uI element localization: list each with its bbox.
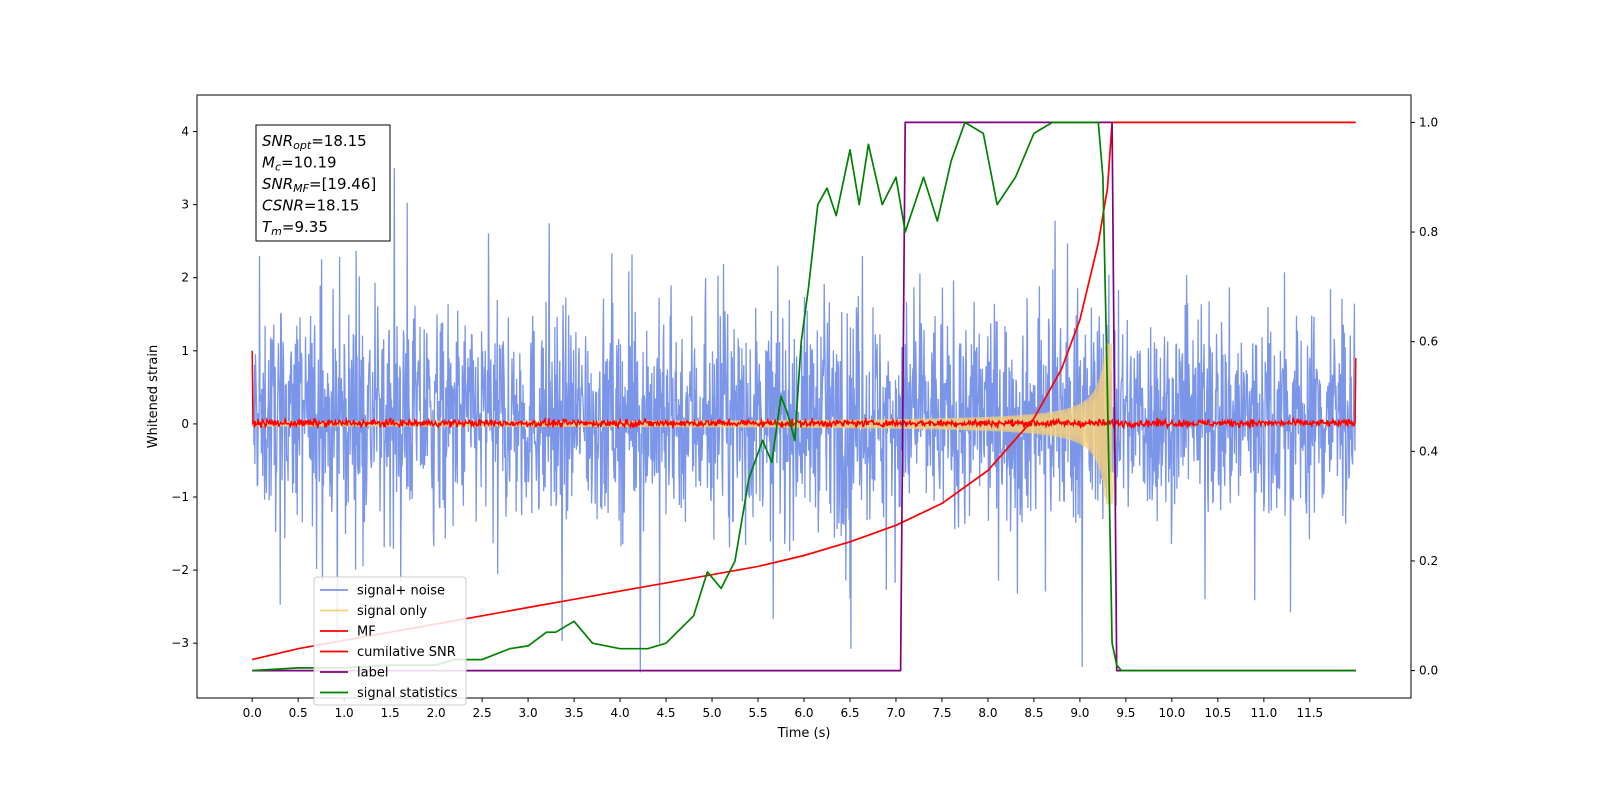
axes-layer: 0.0 0.5 1.0 1.5 2.0 2.5 3.0 3.5 4.0 4.5 5.0 5.5 6.0 6… (171, 115, 1438, 720)
y-left-tick-label: −1 (171, 490, 189, 504)
y-left-tick-label: 4 (181, 125, 189, 139)
series-mf-line (251, 350, 1357, 430)
mf-layer (251, 350, 1357, 430)
x-tick-label: 7.5 (932, 706, 951, 720)
x-tick-label: 2.0 (427, 706, 446, 720)
annotation-symbol: SNR (262, 175, 293, 193)
x-tick-label: 0.5 (289, 706, 308, 720)
annotation-symbol: CSNR (262, 197, 304, 215)
y-right-tick-label: 0.4 (1419, 444, 1438, 458)
x-tick-label: 9.0 (1070, 706, 1089, 720)
annotation-line: SNRopt=18.15 (262, 132, 367, 152)
annotation-subscript: m (271, 225, 282, 238)
x-tick-label: 8.5 (1024, 706, 1043, 720)
signal-noise-layer (251, 168, 1357, 673)
x-tick-label: 5.0 (702, 706, 721, 720)
annotation-value: =9.35 (282, 218, 328, 236)
annotation-symbol: T (262, 218, 273, 236)
legend-label: signal statistics (357, 686, 458, 701)
series-signal-only-line (251, 343, 1356, 505)
y-left-tick-label: 2 (181, 271, 189, 285)
y-right-tick-label: 0.8 (1419, 225, 1438, 239)
y-left-tick-label: 3 (181, 198, 189, 212)
series-signal-statistics-line (252, 121, 1356, 672)
x-tick-label: 11.0 (1250, 706, 1277, 720)
y-left-tick-label: 0 (181, 417, 189, 431)
x-tick-label: 0.0 (243, 706, 262, 720)
legend-label: signal only (357, 604, 427, 619)
x-tick-label: 11.5 (1296, 706, 1323, 720)
x-tick-label: 10.0 (1159, 706, 1186, 720)
x-tick-label: 1.5 (381, 706, 400, 720)
y-right-tick-label: 1.0 (1419, 115, 1438, 129)
x-tick-label: 3.0 (519, 706, 538, 720)
legend-label: label (357, 666, 388, 681)
annotation-value: =18.15 (304, 197, 360, 215)
y-right-tick-label: 0.6 (1419, 335, 1438, 349)
y-left-tick-label: 1 (181, 344, 189, 358)
y-left-tick-label: −2 (171, 563, 189, 577)
x-tick-label: 6.0 (794, 706, 813, 720)
annotation-value: =[19.46] (309, 175, 376, 193)
annotation-symbol: M (262, 154, 275, 172)
y-right-tick-label: 0.2 (1419, 554, 1438, 568)
stats-annotation-box: SNRopt=18.15Mc=10.19SNRMF=[19.46]CSNR=18… (255, 124, 391, 242)
x-tick-label: 10.5 (1205, 706, 1232, 720)
x-tick-label: 3.5 (565, 706, 584, 720)
legend: signal+ noise signal only MF cumilative SNR… (313, 576, 467, 706)
x-tick-label: 1.0 (335, 706, 354, 720)
x-tick-label: 9.5 (1116, 706, 1135, 720)
x-tick-label: 7.0 (886, 706, 905, 720)
x-tick-label: 2.5 (473, 706, 492, 720)
annotation-subscript: c (275, 161, 281, 174)
x-tick-label: 5.5 (748, 706, 767, 720)
annotation-frame (255, 124, 391, 242)
legend-frame (313, 576, 467, 706)
annotation-line: CSNR=18.15 (262, 197, 359, 215)
x-axis-label: Time (s) (777, 726, 831, 741)
annotation-value: =10.19 (281, 154, 337, 172)
x-tick-label: 4.0 (611, 706, 630, 720)
x-tick-label: 4.5 (656, 706, 675, 720)
annotation-subscript: MF (293, 182, 309, 195)
annotation-symbol: SNR (262, 132, 293, 150)
x-tick-label: 6.5 (840, 706, 859, 720)
annotation-line: Mc=10.19 (262, 154, 337, 174)
x-tick-label: 8.0 (978, 706, 997, 720)
legend-label: cumilative SNR (357, 645, 456, 660)
legend-label: signal+ noise (357, 584, 445, 599)
annotation-line: SNRMF=[19.46] (262, 175, 376, 195)
signal-only-layer (251, 343, 1356, 505)
y-right-tick-label: 0.0 (1419, 664, 1438, 678)
legend-label: MF (357, 625, 376, 640)
y-axis-label: Whitened strain (146, 345, 161, 448)
annotation-line: Tm=9.35 (262, 218, 328, 238)
annotation-value: =18.15 (311, 132, 367, 150)
series-signal-noise-line (251, 168, 1357, 673)
annotation-subscript: opt (293, 139, 312, 152)
y-left-tick-label: −3 (171, 636, 189, 650)
